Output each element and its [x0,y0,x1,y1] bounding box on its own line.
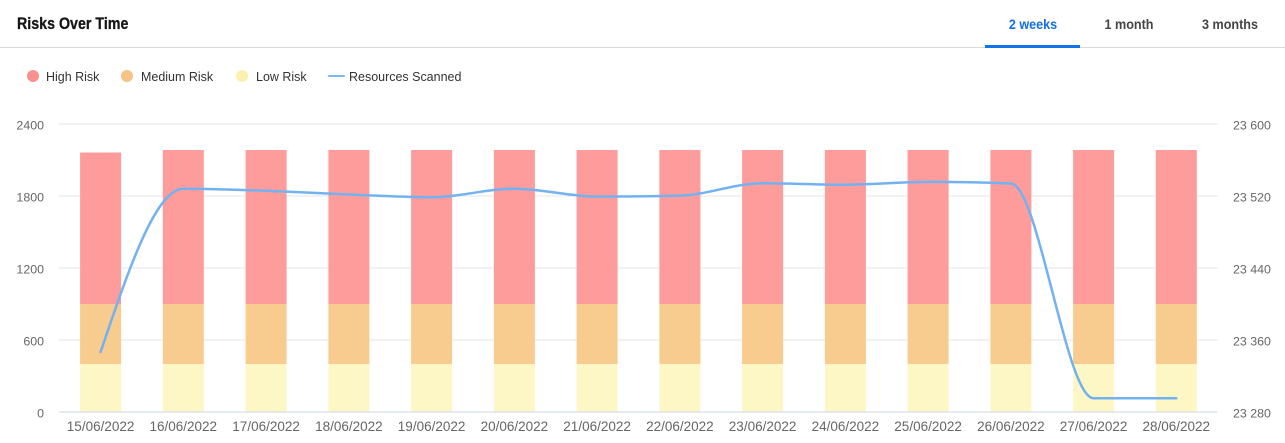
svg-text:28/06/2022: 28/06/2022 [1143,419,1211,434]
svg-text:1800: 1800 [16,191,44,205]
svg-text:2400: 2400 [16,119,44,133]
svg-text:23 280: 23 280 [1233,407,1271,421]
svg-text:18/06/2022: 18/06/2022 [315,419,383,434]
svg-text:26/06/2022: 26/06/2022 [977,419,1045,434]
svg-text:600: 600 [23,335,44,349]
svg-text:23 520: 23 520 [1233,191,1271,205]
svg-text:1200: 1200 [16,263,44,277]
svg-text:16/06/2022: 16/06/2022 [150,419,218,434]
svg-text:23 360: 23 360 [1233,335,1271,349]
svg-text:0: 0 [37,407,44,421]
svg-text:23/06/2022: 23/06/2022 [729,419,797,434]
svg-text:27/06/2022: 27/06/2022 [1060,419,1128,434]
svg-text:23 440: 23 440 [1233,263,1271,277]
svg-text:25/06/2022: 25/06/2022 [894,419,962,434]
svg-text:22/06/2022: 22/06/2022 [646,419,714,434]
svg-text:21/06/2022: 21/06/2022 [563,419,631,434]
svg-text:23 600: 23 600 [1233,119,1271,133]
svg-text:19/06/2022: 19/06/2022 [398,419,466,434]
svg-text:20/06/2022: 20/06/2022 [481,419,549,434]
svg-text:17/06/2022: 17/06/2022 [232,419,300,434]
svg-text:15/06/2022: 15/06/2022 [67,419,135,434]
svg-text:24/06/2022: 24/06/2022 [812,419,880,434]
